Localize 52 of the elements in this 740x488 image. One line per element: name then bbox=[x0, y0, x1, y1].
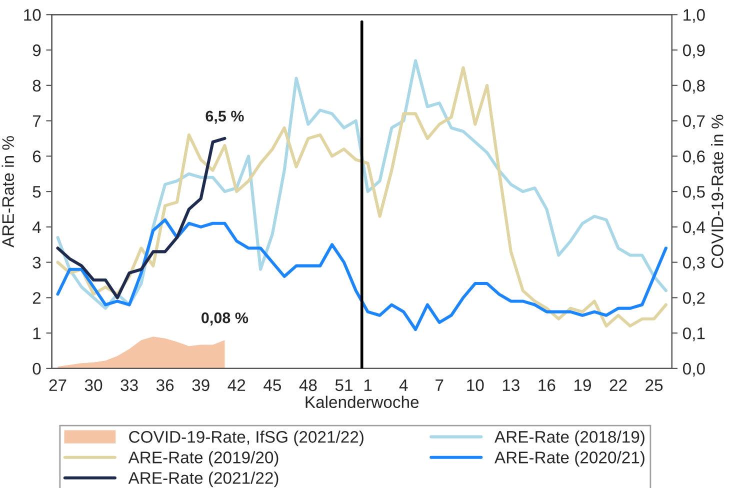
x-tick-label: 7 bbox=[436, 379, 444, 391]
y-tick-label: 2 bbox=[32, 292, 41, 304]
x-tick-label: 51 bbox=[335, 379, 352, 392]
y2-axis-title: COVID-19-Rate in % bbox=[711, 114, 724, 268]
y2-tick-label: 0,7 bbox=[682, 115, 705, 129]
line-series bbox=[56, 136, 226, 300]
y-tick-label: 4 bbox=[32, 221, 41, 233]
y-tick-label: 7 bbox=[32, 115, 41, 127]
x-tick-label: 10 bbox=[467, 379, 484, 392]
y-tick-label: 9 bbox=[32, 44, 41, 56]
y2-tick-label: 0,2 bbox=[682, 292, 705, 306]
x-axis-title: Kalenderwoche bbox=[306, 396, 419, 408]
y-tick-label: 6 bbox=[32, 150, 41, 162]
legend-label: ARE-Rate (2019/20) bbox=[128, 451, 278, 467]
x-tick-label: 13 bbox=[502, 379, 520, 392]
y2-tick-label: 0,0 bbox=[682, 362, 705, 377]
x-tick-label: 19 bbox=[574, 379, 591, 392]
y2-tick-label: 0,8 bbox=[682, 80, 705, 94]
y-tick-label: 5 bbox=[32, 186, 41, 198]
x-tick-label: 42 bbox=[228, 379, 246, 391]
y2-tick-label: 0,6 bbox=[682, 150, 705, 164]
y2-tick-label: 0,4 bbox=[682, 221, 706, 236]
x-tick-label: 33 bbox=[120, 379, 138, 392]
x-tick-label: 30 bbox=[84, 379, 102, 392]
y2-tick-label: 0,5 bbox=[682, 186, 705, 200]
y2-tick-label: 0,9 bbox=[682, 44, 705, 58]
x-tick-label: 39 bbox=[192, 379, 210, 392]
x-tick-label: 27 bbox=[49, 379, 66, 391]
x-tick-label: 1 bbox=[364, 379, 372, 391]
y-axis-title: ARE-Rate in % bbox=[2, 136, 14, 248]
y-tick-label: 0 bbox=[32, 362, 41, 375]
x-tick-label: 45 bbox=[264, 379, 281, 392]
x-tick-label: 36 bbox=[156, 379, 174, 392]
x-tick-label: 25 bbox=[646, 379, 663, 392]
data-label: 0,08 % bbox=[202, 312, 248, 326]
data-label: 6,5 % bbox=[206, 110, 244, 124]
legend-label: ARE-Rate (2021/22) bbox=[128, 472, 278, 488]
x-tick-label: 48 bbox=[299, 379, 317, 392]
y2-tick-label: 0,3 bbox=[682, 256, 705, 270]
x-tick-label: 16 bbox=[538, 379, 556, 392]
y-tick-label: 8 bbox=[32, 80, 41, 92]
legend-label: ARE-Rate (2020/21) bbox=[494, 451, 644, 467]
legend-label: ARE-Rate (2018/19) bbox=[494, 430, 644, 446]
y-tick-label: 3 bbox=[32, 256, 41, 269]
x-tick-label: 22 bbox=[610, 379, 627, 391]
y-tick-label: 10 bbox=[24, 9, 41, 21]
y-tick-label: 1 bbox=[33, 328, 41, 340]
y2-tick-label: 1,0 bbox=[684, 9, 705, 23]
legend-label: COVID-19-Rate, IfSG (2021/22) bbox=[129, 430, 364, 446]
y2-tick-label: 0,1 bbox=[682, 327, 705, 342]
x-tick-label: 4 bbox=[399, 379, 408, 391]
line-series bbox=[56, 218, 668, 332]
